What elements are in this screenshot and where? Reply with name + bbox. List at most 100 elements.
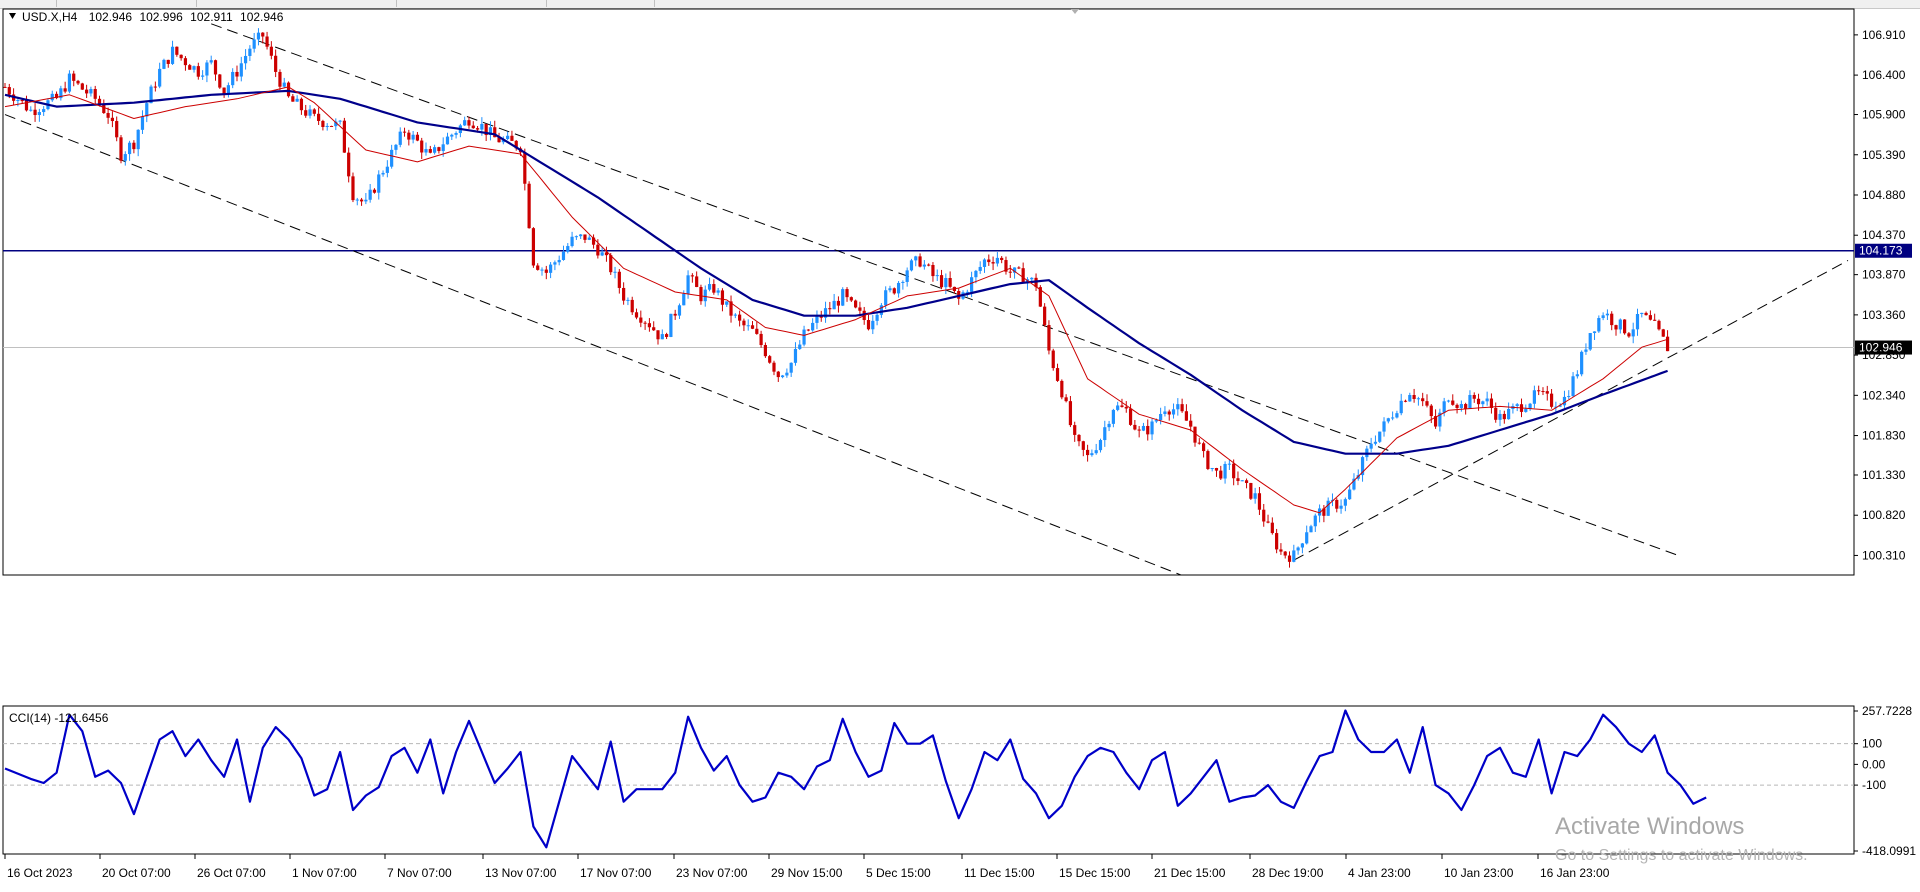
bull-candle [1223, 463, 1227, 479]
bull-candle [823, 308, 828, 318]
bear-candle [347, 152, 351, 177]
bull-candle [1498, 413, 1502, 420]
bear-candle [7, 87, 11, 95]
bull-candle [450, 134, 454, 137]
bear-candle [1236, 478, 1240, 482]
bear-candle [1287, 555, 1292, 562]
bear-candle [274, 55, 278, 72]
price-tick-label: 101.830 [1862, 429, 1906, 443]
bear-candle [119, 137, 123, 161]
price-panel-border [2, 8, 1855, 576]
bull-candle [136, 129, 140, 150]
chart-tab-stub[interactable] [396, 0, 547, 7]
bear-candle [3, 86, 7, 88]
bear-candle [690, 275, 694, 277]
bull-candle [935, 275, 939, 277]
bull-candle [1343, 499, 1347, 506]
bull-candle [875, 314, 879, 321]
bear-candle [596, 244, 600, 256]
bear-candle [866, 320, 871, 330]
bull-candle [37, 112, 41, 116]
bull-candle [1098, 440, 1103, 451]
bull-candle [1348, 489, 1352, 500]
bull-candle [1446, 400, 1451, 402]
chart-tab-stub[interactable] [0, 0, 57, 7]
bull-candle [1339, 505, 1343, 509]
bull-candle [613, 271, 617, 273]
bear-candle [1657, 320, 1661, 330]
cci-line [4, 709, 1707, 849]
bear-candle [695, 276, 699, 288]
bull-candle [381, 172, 385, 175]
bear-candle [1661, 329, 1665, 337]
bear-candle [183, 58, 188, 66]
bear-candle [471, 125, 475, 129]
fast-ma-line [4, 86, 1668, 514]
bull-candle [1618, 319, 1622, 330]
bull-candle [1141, 425, 1146, 431]
bear-candle [1665, 336, 1670, 352]
bear-candle [467, 120, 471, 126]
chart-tab-stub[interactable] [546, 0, 655, 7]
price-tick-label: 103.870 [1862, 268, 1906, 282]
bull-candle [579, 234, 583, 237]
bear-candle [1425, 401, 1429, 406]
bear-candle [1081, 441, 1085, 450]
bear-candle [1451, 400, 1455, 405]
trend-channel-lines[interactable] [4, 23, 1849, 584]
price-tick-label: 100.310 [1862, 548, 1906, 562]
bear-candle [639, 317, 643, 323]
bear-candle [1257, 493, 1262, 510]
bear-candle [1412, 394, 1416, 399]
level-label: 104.173 [1859, 244, 1903, 258]
chart-menu-triangle-icon[interactable] [9, 13, 16, 19]
bull-candle [16, 100, 20, 102]
bear-candle [1055, 368, 1060, 381]
bull-candle [231, 71, 235, 86]
time-tick-label: 13 Nov 07:00 [485, 866, 557, 880]
bear-candle [673, 313, 677, 316]
bull-candle [965, 291, 969, 293]
bear-candle [1137, 429, 1141, 431]
bear-candle [987, 259, 991, 263]
chart-tab-stub[interactable] [196, 0, 397, 7]
bull-candle [1030, 277, 1034, 280]
bear-candle [153, 86, 157, 88]
bull-candle [1562, 396, 1567, 406]
cci-tick-label: -418.0991 [1862, 844, 1916, 858]
bull-candle [914, 256, 918, 261]
bull-candle [1442, 401, 1446, 413]
bear-candle [1021, 268, 1025, 284]
shift-marker-icon[interactable] [1071, 9, 1079, 14]
bull-candle [574, 236, 578, 238]
price-tick-label: 101.330 [1862, 468, 1906, 482]
bull-candle [295, 98, 299, 102]
bear-candle [828, 308, 832, 310]
bear-candle [742, 320, 746, 326]
bear-candle [102, 104, 106, 114]
bear-candle [24, 100, 29, 111]
cci-indicator-panel[interactable]: CCI(14) -121.6456 [2, 705, 1855, 855]
bear-candle [1537, 390, 1541, 392]
level-label-box [1855, 243, 1912, 258]
bull-candle [669, 313, 673, 337]
chart-tab-stub[interactable] [56, 0, 197, 7]
bull-candle [1468, 394, 1472, 409]
bull-candle [140, 116, 145, 130]
price-panel[interactable]: 104.173 102.946 USD.X,H4 102.946 102.996… [2, 8, 1912, 584]
bear-candle [712, 284, 716, 293]
bear-candle [647, 323, 652, 328]
bull-candle [811, 322, 815, 331]
bull-candle [815, 315, 819, 323]
bull-candle [201, 75, 205, 77]
bull-candle [566, 246, 570, 252]
bull-candle [686, 275, 690, 294]
bear-candle [317, 113, 321, 121]
bull-candle [364, 199, 368, 202]
horizontal-level-line[interactable]: 104.173 [3, 243, 1912, 258]
cci-path [4, 709, 1707, 849]
time-tick-label: 20 Oct 07:00 [102, 866, 171, 880]
bull-candle [1481, 401, 1485, 405]
bull-candle [424, 149, 428, 153]
